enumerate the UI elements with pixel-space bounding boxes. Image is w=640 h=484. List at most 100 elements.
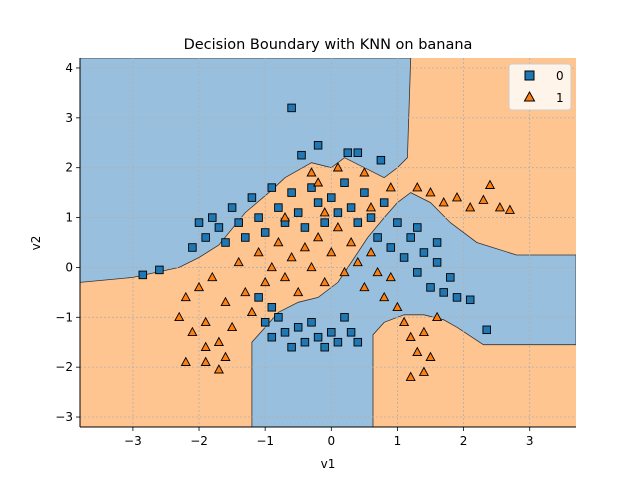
x-axis-ticks: −3 −2 −1 0 1 2 3: [124, 427, 534, 448]
point-class-0: [353, 148, 363, 157]
point-class-1: [399, 316, 410, 327]
point-class-1: [494, 202, 505, 212]
point-class-1: [326, 246, 337, 257]
point-class-1: [412, 346, 423, 356]
point-class-0: [201, 233, 210, 242]
point-class-1: [240, 286, 251, 297]
point-class-1: [332, 162, 343, 172]
point-class-1: [425, 187, 436, 197]
point-class-1: [246, 306, 257, 317]
point-class-0: [247, 193, 257, 202]
point-class-1: [484, 179, 496, 189]
y-axis-label: v2: [29, 236, 43, 251]
point-class-0: [413, 223, 422, 232]
point-class-0: [340, 313, 349, 322]
region-class-0-top: [80, 58, 412, 283]
point-class-1: [207, 271, 218, 282]
x-tick-label: 1: [394, 434, 402, 448]
point-class-0: [254, 293, 263, 302]
point-class-1: [405, 331, 416, 341]
point-class-1: [392, 301, 403, 312]
x-tick-label: −2: [190, 434, 208, 448]
y-tick-label: 3: [65, 111, 73, 125]
point-class-0: [406, 233, 415, 242]
point-class-0: [333, 208, 343, 217]
grid-lines: [80, 58, 576, 427]
point-class-0: [208, 213, 217, 222]
point-class-1: [260, 276, 271, 287]
point-class-0: [274, 203, 283, 212]
point-class-1: [379, 291, 390, 302]
legend-marker-0: [524, 70, 535, 81]
point-class-0: [432, 238, 442, 247]
point-class-0: [465, 295, 475, 305]
point-class-0: [313, 198, 323, 207]
point-class-1: [273, 236, 284, 247]
x-tick-label: −1: [256, 434, 274, 448]
point-class-0: [300, 337, 310, 347]
point-class-0: [307, 318, 316, 327]
point-class-0: [446, 273, 455, 282]
point-class-1: [346, 236, 357, 247]
point-class-1: [412, 182, 423, 192]
point-class-0: [260, 318, 270, 327]
point-class-1: [319, 276, 330, 287]
point-class-1: [372, 266, 383, 277]
legend-label-1: 1: [556, 91, 564, 105]
point-class-0: [221, 238, 230, 247]
point-class-0: [234, 218, 243, 227]
point-class-0: [313, 141, 323, 150]
point-class-0: [340, 178, 349, 187]
point-class-0: [287, 342, 296, 352]
point-class-0: [439, 288, 448, 297]
point-class-0: [227, 203, 237, 212]
point-class-1: [306, 167, 317, 177]
region-class-0-bottom: [251, 192, 576, 427]
x-tick-label: −3: [124, 434, 142, 448]
point-class-1: [200, 316, 211, 327]
y-tick-label: 2: [65, 161, 73, 175]
x-tick-label: 3: [526, 434, 534, 448]
y-tick-label: 4: [65, 61, 73, 75]
point-class-1: [299, 241, 310, 252]
point-class-0: [333, 337, 343, 347]
axes: [79, 58, 576, 428]
point-class-0: [346, 203, 356, 212]
point-class-0: [399, 253, 409, 262]
point-class-1: [425, 351, 436, 361]
point-class-0: [267, 183, 277, 192]
point-class-0: [241, 233, 250, 242]
x-tick-label: 0: [327, 434, 335, 448]
point-class-0: [267, 303, 277, 312]
y-tick-label: 1: [65, 211, 73, 225]
decision-regions: [80, 58, 576, 427]
point-class-1: [306, 261, 317, 272]
point-class-1: [279, 271, 291, 282]
point-class-1: [279, 212, 291, 222]
point-class-0: [188, 243, 197, 252]
point-class-0: [320, 218, 329, 227]
point-class-1: [451, 192, 463, 202]
point-class-1: [352, 256, 363, 267]
point-class-1: [220, 296, 231, 307]
point-class-0: [482, 325, 491, 335]
point-class-0: [274, 313, 283, 322]
point-class-1: [227, 321, 238, 332]
y-tick-label: −3: [55, 410, 73, 424]
point-class-0: [313, 332, 323, 342]
point-class-1: [365, 202, 377, 212]
point-class-0: [366, 213, 376, 222]
point-class-0: [393, 218, 402, 227]
point-class-0: [432, 258, 442, 267]
point-class-0: [287, 188, 296, 197]
point-class-1: [432, 311, 443, 322]
legend-label-0: 0: [556, 69, 564, 83]
point-class-0: [360, 188, 369, 197]
y-tick-label: 0: [65, 260, 73, 274]
point-class-0: [373, 233, 382, 242]
x-axis-label: v1: [321, 457, 336, 471]
point-class-0: [293, 208, 303, 217]
point-class-0: [138, 270, 148, 280]
point-class-1: [313, 231, 324, 242]
